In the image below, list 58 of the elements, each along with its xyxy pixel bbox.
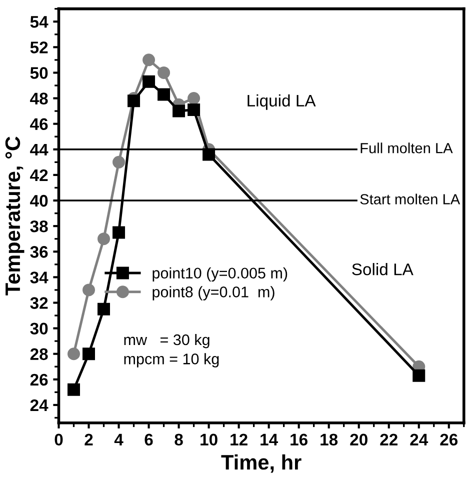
x-tick-label: 26 <box>440 434 458 446</box>
point <box>188 104 200 116</box>
annotation: mw = 30 kg <box>124 334 210 348</box>
x-tick-label: 24 <box>410 434 428 446</box>
x-tick-label: 10 <box>200 434 218 446</box>
point <box>142 54 156 66</box>
y-tick-label: 52 <box>30 42 48 54</box>
point <box>188 92 200 105</box>
x-tick-label: 18 <box>320 434 338 446</box>
y-tick-label: 50 <box>30 67 48 79</box>
y-tick-label: 32 <box>30 297 48 309</box>
y-tick-label: 28 <box>30 348 48 360</box>
y-tick-label: 48 <box>30 92 48 104</box>
x-tick-label: 14 <box>260 434 278 446</box>
y-tick-label: 38 <box>30 220 48 232</box>
point <box>158 66 170 79</box>
point <box>112 156 126 168</box>
y-tick-label: 54 <box>30 16 48 28</box>
point <box>112 226 126 239</box>
y-tick-label: 40 <box>30 194 48 207</box>
ref-line-label: Full molten LA <box>360 142 453 154</box>
point <box>158 88 170 101</box>
point <box>202 148 216 161</box>
x-tick-label: 12 <box>230 434 248 446</box>
annotation: mpcm = 10 kg <box>124 353 219 368</box>
y-axis-title: Temperature, °C <box>5 136 24 296</box>
y-tick-label: 44 <box>30 144 48 156</box>
x-tick-label: 2 <box>84 434 93 446</box>
point <box>82 284 96 296</box>
y-tick-label: 46 <box>30 118 48 130</box>
y-tick-label: 30 <box>30 322 48 335</box>
x-tick-label: 20 <box>350 434 368 446</box>
y-tick-label: 42 <box>30 169 48 181</box>
point <box>128 94 140 108</box>
point <box>68 348 80 360</box>
y-tick-label: 24 <box>30 399 48 412</box>
point <box>68 383 80 396</box>
x-axis-title: Time, hr <box>221 454 302 473</box>
point <box>82 348 96 360</box>
point <box>98 232 110 246</box>
x-tick-label: 6 <box>144 434 153 446</box>
y-tick-label: 36 <box>30 246 48 258</box>
point <box>98 302 110 316</box>
annotation: Solid LA <box>352 263 414 276</box>
legend-label: point8 (y=0.01 m) <box>152 286 274 300</box>
point <box>142 75 156 88</box>
point <box>412 369 426 382</box>
y-tick-label: 34 <box>30 272 48 284</box>
point <box>172 104 186 118</box>
x-tick-label: 4 <box>114 434 124 446</box>
y-tick-label: 26 <box>30 374 48 386</box>
ref-line-label: Start molten LA <box>360 194 460 204</box>
legend-label: point10 (y=0.005 m) <box>152 267 288 282</box>
x-tick-label: 16 <box>290 434 308 446</box>
x-tick-label: 8 <box>174 434 183 446</box>
x-tick-label: 0 <box>54 434 63 446</box>
annotation: Liquid LA <box>248 94 316 110</box>
x-tick-label: 22 <box>380 434 398 446</box>
